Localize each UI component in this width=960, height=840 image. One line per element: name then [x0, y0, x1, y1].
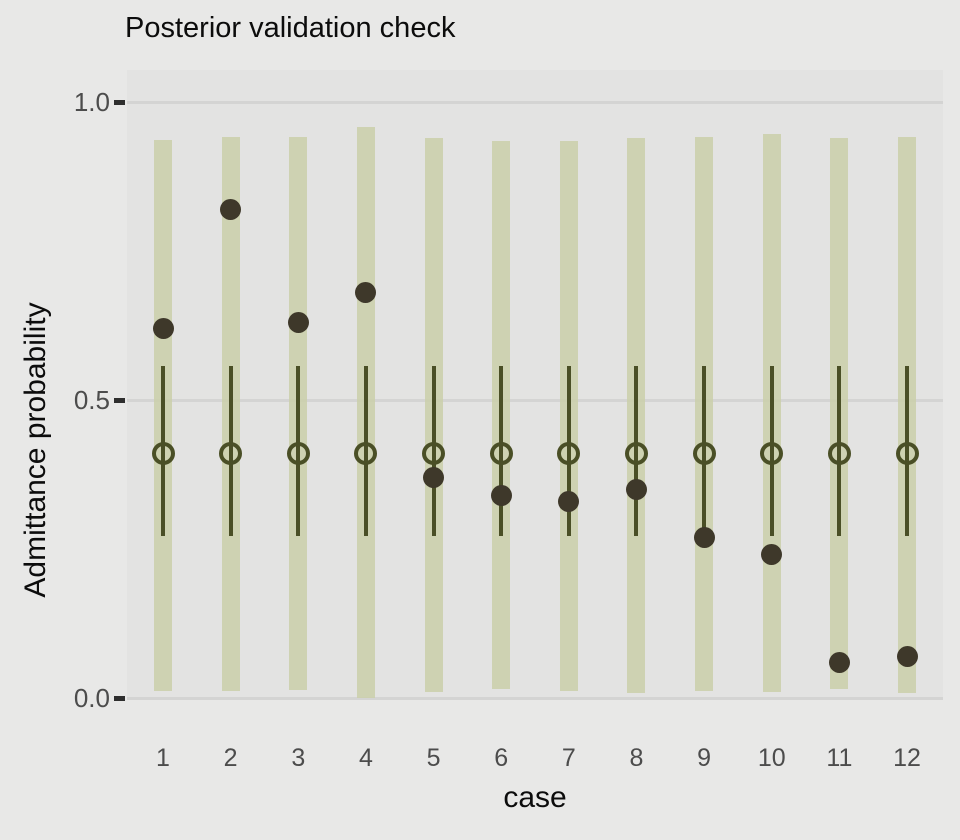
x-axis-title: case [503, 781, 567, 814]
median-open-circle [422, 442, 446, 466]
x-tick-label: 4 [358, 744, 373, 772]
x-tick-label: 7 [561, 744, 576, 772]
observed-dot [423, 466, 445, 488]
x-tick-label: 1 [156, 744, 170, 772]
observed-dot [761, 544, 783, 566]
median-open-circle [151, 442, 175, 466]
median-open-circle [219, 442, 243, 466]
observed-dot [287, 312, 309, 334]
observed-dot [490, 484, 512, 506]
y-gridline [127, 398, 943, 402]
x-tick-label: 10 [757, 744, 786, 772]
y-tick-mark [114, 99, 125, 105]
observed-dot [693, 526, 715, 548]
observed-dot [625, 478, 647, 500]
x-tick-label: 2 [223, 744, 238, 772]
median-open-circle [760, 442, 784, 466]
median-open-circle [354, 442, 378, 466]
median-open-circle [624, 442, 648, 466]
y-tick-mark [114, 397, 125, 403]
observed-dot [355, 282, 377, 304]
x-tick-label: 3 [291, 744, 306, 772]
y-tick-label: 0.0 [73, 683, 110, 713]
observed-dot [896, 645, 918, 667]
x-tick-label: 12 [893, 744, 921, 772]
median-open-circle [827, 442, 851, 466]
chart-title: Posterior validation check [125, 12, 456, 44]
y-gridline [127, 100, 943, 104]
x-tick-label: 11 [826, 744, 853, 772]
median-open-circle [557, 442, 581, 466]
median-open-circle [286, 442, 310, 466]
observed-dot [220, 198, 242, 220]
y-tick-label: 1.0 [73, 87, 110, 117]
plot-panel [127, 70, 943, 700]
y-axis-title: Admittance probability [19, 302, 52, 598]
median-open-circle [895, 442, 919, 466]
observed-dot [828, 651, 850, 673]
observed-dot [152, 317, 174, 339]
y-tick-label: 0.5 [73, 385, 110, 415]
median-open-circle [489, 442, 513, 466]
y-tick-mark [114, 695, 125, 701]
x-tick-label: 9 [697, 744, 712, 772]
x-tick-label: 5 [426, 744, 441, 772]
x-tick-label: 8 [629, 744, 644, 772]
y-gridline [127, 696, 943, 700]
x-tick-label: 6 [494, 744, 509, 772]
median-open-circle [692, 442, 716, 466]
observed-dot [558, 490, 580, 512]
